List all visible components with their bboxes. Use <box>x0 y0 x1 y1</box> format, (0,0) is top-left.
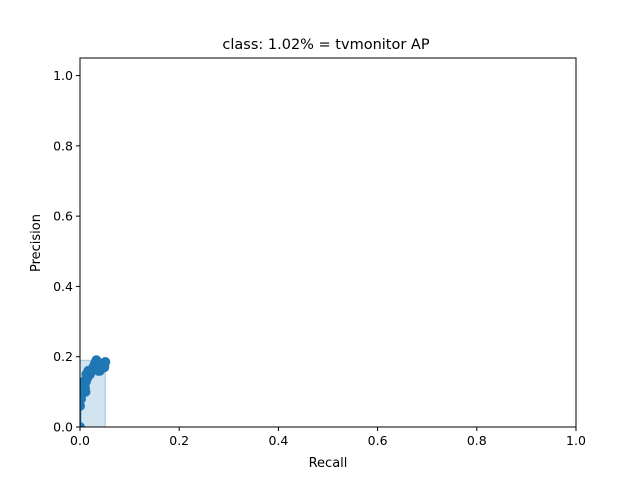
x-tick-label: 0.8 <box>467 433 487 448</box>
y-axis-label: Precision <box>29 214 44 272</box>
pr-data-point <box>80 422 85 427</box>
x-tick-label: 1.0 <box>566 433 586 448</box>
x-tick-label: 0.2 <box>169 433 189 448</box>
x-tick-label: 0.0 <box>70 433 90 448</box>
x-tick-label: 0.4 <box>268 433 288 448</box>
chart-title: class: 1.02% = tvmonitor AP <box>222 37 429 53</box>
y-tick-label: 0.0 <box>53 420 73 435</box>
plot-area <box>80 355 111 427</box>
y-tick-label: 0.6 <box>53 209 73 224</box>
y-tick-label: 1.0 <box>53 68 73 83</box>
pr-data-point <box>100 356 111 367</box>
y-tick-label: 0.4 <box>53 279 73 294</box>
y-tick-label: 0.2 <box>53 349 73 364</box>
x-tick-label: 0.6 <box>368 433 388 448</box>
x-axis-label: Recall <box>309 456 348 471</box>
pr-data-point <box>80 386 91 397</box>
plot-data-group <box>80 355 111 427</box>
axes-frame <box>79 57 577 428</box>
axes: 0.0 0.2 0.4 0.6 0.8 1.0 0.0 0.2 0.4 0.6 0.8 1.0 <box>53 57 586 448</box>
y-tick-label: 0.8 <box>53 138 73 153</box>
